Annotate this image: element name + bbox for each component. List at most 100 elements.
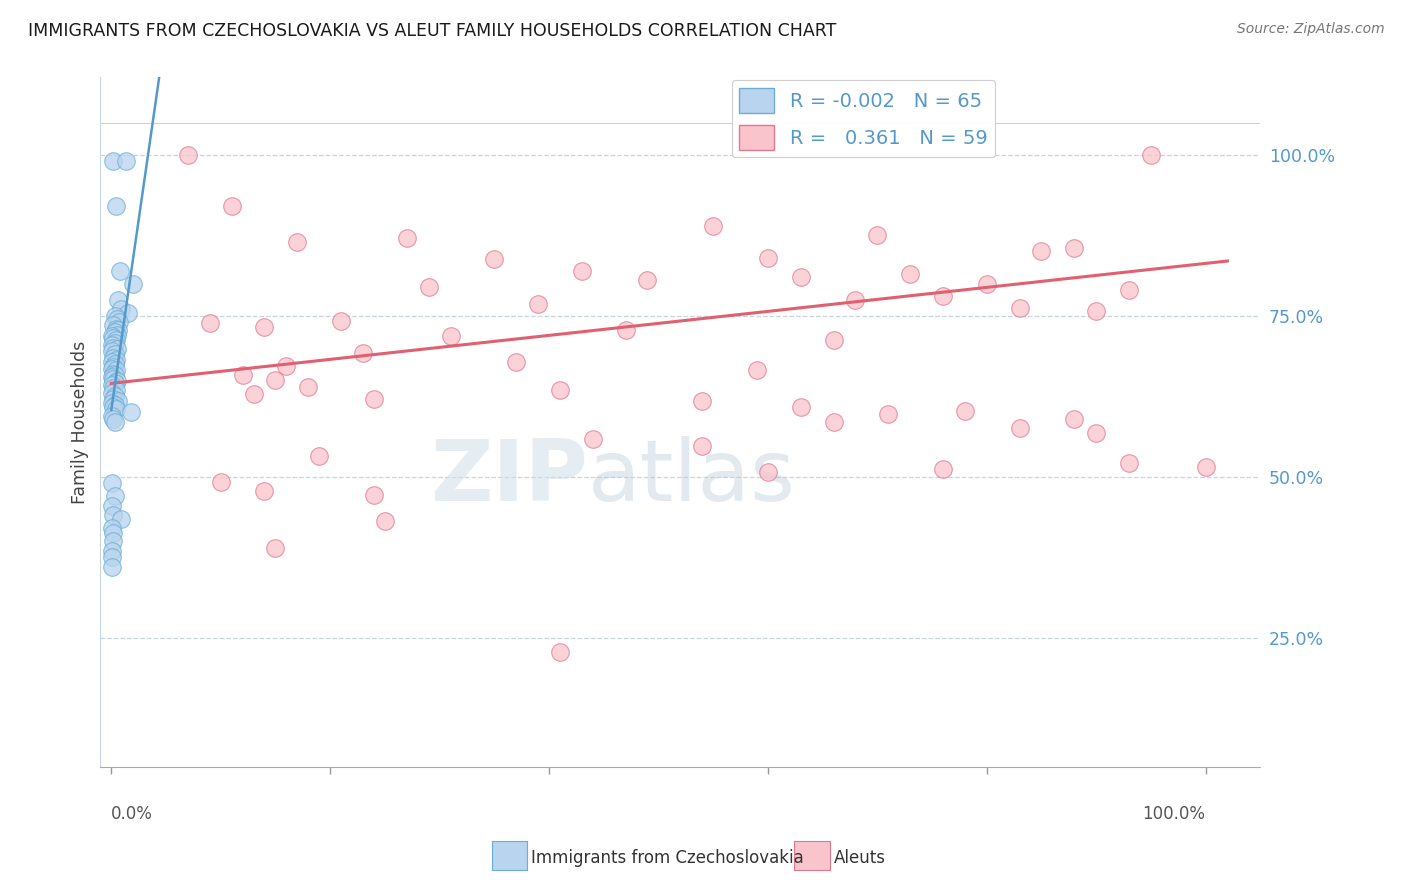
Point: [103, 357, 125, 371]
Point: [932, 462, 955, 476]
Point: [104, 402, 127, 417]
Point: [1008, 301, 1031, 315]
Text: IMMIGRANTS FROM CZECHOSLOVAKIA VS ALEUT FAMILY HOUSEHOLDS CORRELATION CHART: IMMIGRANTS FROM CZECHOSLOVAKIA VS ALEUT …: [28, 22, 837, 40]
Point: [232, 368, 254, 382]
Text: 0.0%: 0.0%: [111, 805, 153, 823]
Point: [122, 277, 145, 291]
Point: [242, 387, 264, 401]
Point: [103, 376, 125, 391]
Point: [101, 499, 124, 513]
Y-axis label: Family Households: Family Households: [72, 341, 89, 504]
Point: [571, 263, 593, 277]
Point: [107, 323, 129, 337]
Point: [101, 476, 124, 491]
Point: [264, 373, 287, 387]
Point: [221, 199, 243, 213]
Point: [101, 361, 124, 376]
Point: [1194, 460, 1216, 475]
Point: [105, 343, 128, 357]
Point: [1140, 147, 1163, 161]
Point: [866, 228, 889, 243]
Text: atlas: atlas: [588, 435, 796, 518]
Point: [177, 147, 200, 161]
Point: [297, 379, 319, 393]
Point: [582, 433, 605, 447]
Point: [117, 305, 139, 319]
Point: [107, 393, 129, 408]
Point: [103, 367, 125, 381]
Point: [756, 465, 779, 479]
Point: [103, 154, 125, 169]
Point: [101, 355, 124, 369]
Point: [101, 344, 124, 359]
Point: [253, 320, 276, 334]
Point: [1118, 456, 1140, 470]
Point: [108, 315, 131, 329]
Point: [363, 488, 385, 502]
Point: [374, 514, 396, 528]
Point: [330, 314, 353, 328]
Point: [1118, 283, 1140, 297]
Point: [264, 541, 287, 555]
Point: [702, 219, 724, 233]
Point: [101, 329, 124, 343]
Point: [690, 439, 713, 453]
Point: [103, 392, 125, 407]
Point: [308, 449, 330, 463]
Point: [103, 360, 125, 375]
Text: 100.0%: 100.0%: [1143, 805, 1205, 823]
Point: [104, 321, 127, 335]
Point: [110, 511, 132, 525]
Point: [103, 398, 125, 412]
Legend: R = -0.002   N = 65, R =   0.361   N = 59: R = -0.002 N = 65, R = 0.361 N = 59: [731, 80, 995, 158]
Point: [101, 550, 124, 565]
Point: [276, 359, 298, 373]
Point: [103, 325, 125, 339]
Point: [103, 389, 125, 403]
Point: [527, 297, 550, 311]
Point: [105, 312, 128, 326]
Point: [439, 329, 461, 343]
Point: [103, 415, 125, 429]
Point: [898, 267, 921, 281]
Point: [103, 341, 125, 355]
Point: [1063, 412, 1085, 426]
Point: [101, 386, 124, 401]
Point: [105, 375, 128, 389]
Point: [103, 508, 125, 523]
Point: [103, 372, 125, 386]
Point: [103, 309, 125, 323]
Point: [120, 405, 142, 419]
Point: [103, 318, 125, 333]
Point: [548, 645, 571, 659]
Point: [104, 199, 127, 213]
Point: [114, 154, 136, 169]
Point: [103, 351, 125, 365]
Point: [105, 328, 128, 343]
Point: [253, 483, 276, 498]
Point: [932, 289, 955, 303]
Point: [844, 293, 866, 307]
Point: [285, 235, 308, 249]
Point: [484, 252, 506, 266]
Point: [101, 544, 124, 558]
Point: [104, 333, 127, 347]
Point: [104, 352, 127, 367]
Point: [110, 302, 132, 317]
Point: [101, 370, 124, 384]
Point: [395, 231, 418, 245]
Point: [101, 395, 124, 409]
Point: [103, 401, 125, 415]
Point: [101, 521, 124, 535]
Point: [1085, 303, 1108, 318]
Point: [418, 279, 440, 293]
Point: [1085, 425, 1108, 440]
Point: [953, 404, 976, 418]
Point: [103, 368, 125, 382]
Point: [101, 337, 124, 351]
Point: [363, 392, 385, 407]
Point: [209, 475, 232, 489]
Point: [823, 415, 845, 429]
Point: [103, 489, 125, 503]
Point: [103, 335, 125, 350]
